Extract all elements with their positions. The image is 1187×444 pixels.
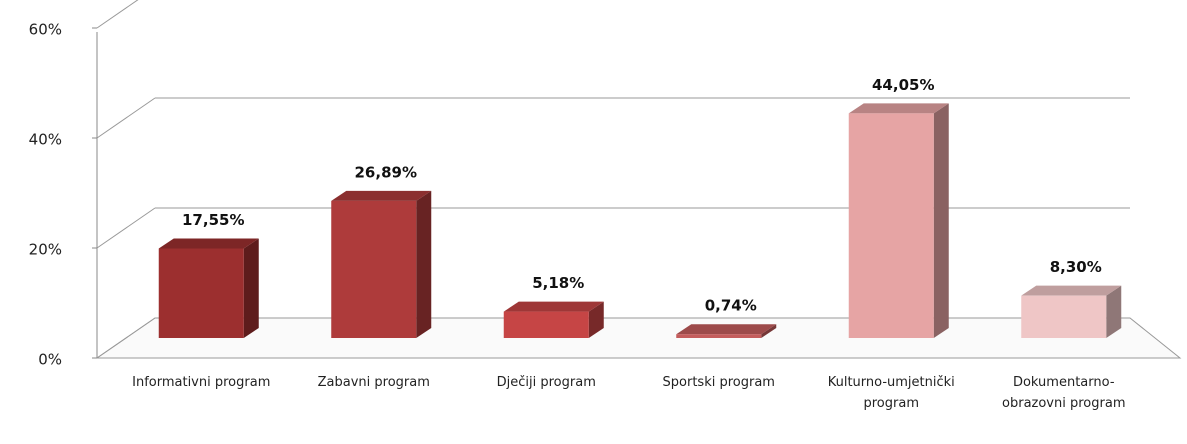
y-tick-label: 20% xyxy=(29,241,62,259)
x-tick-label: Sportski program xyxy=(662,375,775,390)
x-tick-label: Dječiji program xyxy=(496,375,596,390)
bar-side xyxy=(761,324,777,338)
bar-top xyxy=(848,103,949,114)
data-label: 0,74% xyxy=(705,297,757,315)
bar xyxy=(1021,295,1107,338)
data-label: 5,18% xyxy=(532,274,584,292)
bar-side xyxy=(1106,285,1122,338)
data-label: 17,55% xyxy=(182,211,244,229)
x-tick-label: Zabavni program xyxy=(317,375,430,390)
x-tick-label: Kulturno-umjetnički program xyxy=(827,375,955,411)
bar xyxy=(331,200,417,338)
bar-top xyxy=(331,190,432,201)
bar-top xyxy=(1021,285,1122,296)
x-tick-label: Informativni program xyxy=(132,375,271,390)
bar xyxy=(503,311,589,338)
data-label: 26,89% xyxy=(355,163,417,181)
grid-line xyxy=(96,207,156,249)
y-tick-label: 0% xyxy=(38,351,62,369)
bar-side xyxy=(243,238,259,338)
bar-side xyxy=(588,301,604,338)
data-label: 44,05% xyxy=(872,76,934,94)
grid-line xyxy=(96,317,156,359)
grid-line xyxy=(96,0,139,29)
bar-side xyxy=(416,190,432,338)
floor xyxy=(95,317,1182,359)
bar-top xyxy=(158,238,259,249)
bar xyxy=(158,248,244,338)
bar-top xyxy=(503,301,604,312)
grid-line xyxy=(96,97,156,139)
bar-side xyxy=(933,103,949,338)
bar xyxy=(676,334,762,338)
y-tick-label: 60% xyxy=(29,21,62,39)
x-tick-label: Dokumentarno-obrazovni program xyxy=(1002,375,1126,411)
data-label: 8,30% xyxy=(1050,258,1102,276)
y-tick-label: 40% xyxy=(29,131,62,149)
bar xyxy=(848,113,934,338)
bar-top xyxy=(676,324,777,335)
